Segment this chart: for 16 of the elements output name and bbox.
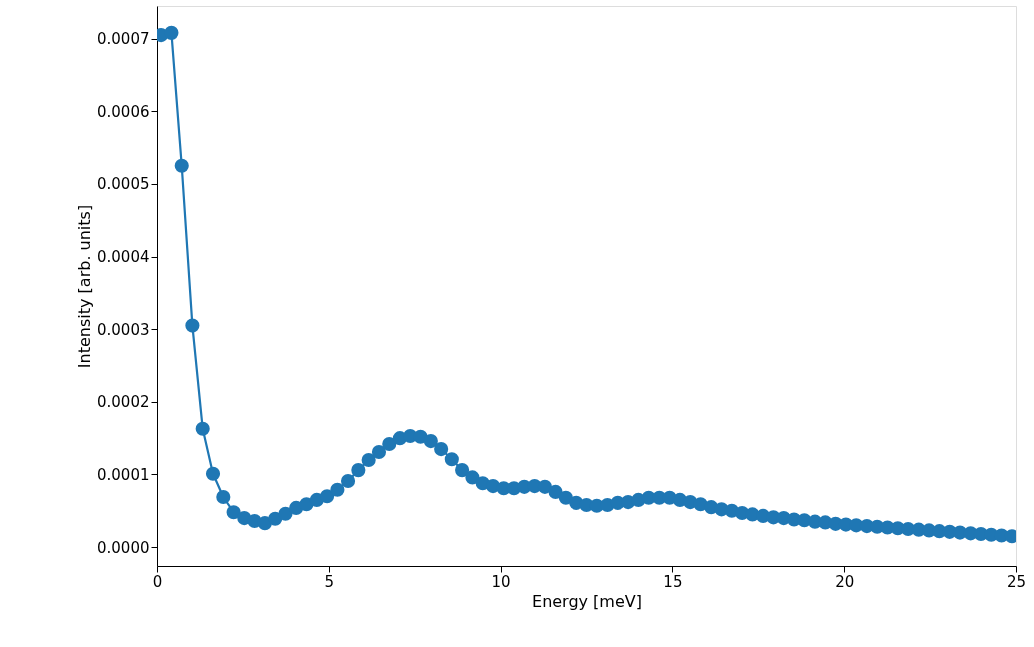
x-tick-label: 15 — [663, 572, 683, 591]
x-tick-label: 5 — [324, 572, 335, 591]
y-tick-label: 0.0004 — [97, 248, 150, 267]
y-tick-label: 0.0000 — [97, 538, 150, 557]
y-tick-label: 0.0005 — [97, 175, 150, 194]
x-tick-label: 25 — [1006, 572, 1027, 591]
x-tick-label: 20 — [835, 572, 855, 591]
x-tick-label: 0 — [152, 572, 163, 591]
x-axis-title: Energy [meV] — [532, 591, 642, 611]
y-tick-label: 0.0002 — [97, 393, 150, 412]
y-axis-title: Intensity [arb. units] — [75, 204, 95, 369]
y-tick-label: 0.0006 — [97, 102, 150, 121]
y-tick-label: 0.0007 — [97, 30, 150, 49]
y-tick-label: 0.0003 — [97, 320, 150, 339]
y-tick-label: 0.0001 — [97, 465, 150, 484]
x-tick-label: 10 — [491, 572, 511, 591]
